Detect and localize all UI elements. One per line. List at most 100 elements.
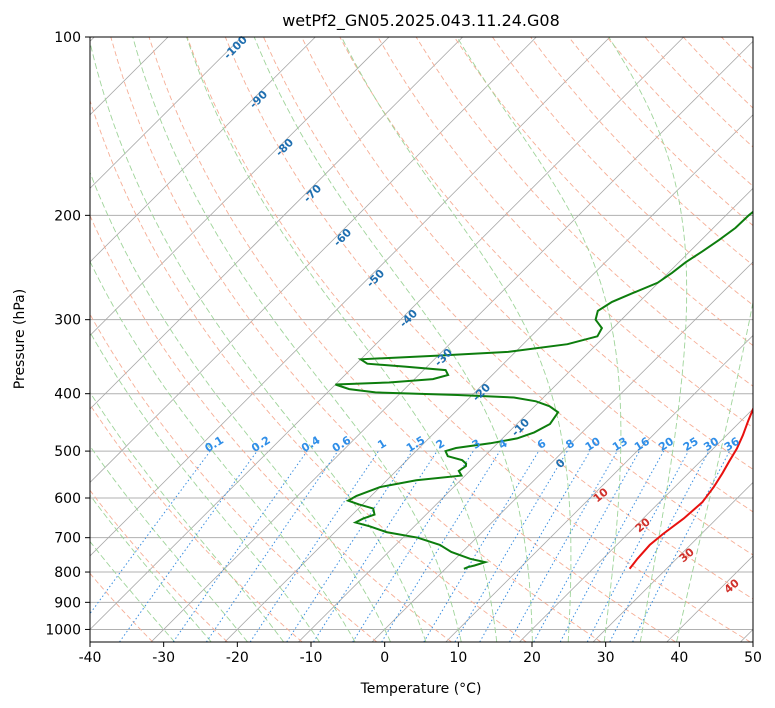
sounding-profiles <box>335 210 753 570</box>
y-tick-label: 400 <box>54 387 81 403</box>
line-labels: 0.1 0.2 0.4 0.6 1 1.5 2 3 4 6 8 10 13 16 20 25 30 36-100-… <box>203 33 743 596</box>
mixing-ratio-label: 4 <box>496 437 510 452</box>
axis-ticks: -40 -30 -20 -10 0 10 20 30 40 5010020030040050060… <box>45 30 762 666</box>
y-tick-label: 1000 <box>45 622 81 638</box>
isotherm-line <box>371 261 753 642</box>
moist-adiabat-line <box>253 37 533 642</box>
dry-adiabat-line <box>186 37 751 642</box>
dry-adiabat-line <box>0 37 3 642</box>
mixing-ratio-line <box>381 450 501 642</box>
y-tick-label: 900 <box>54 595 81 611</box>
x-tick-label: -10 <box>300 650 323 666</box>
dry-adiabat-line <box>90 214 452 642</box>
moist-adiabat-line <box>90 260 356 642</box>
moist-adiabat-line <box>90 391 285 642</box>
moist-adiabat-line <box>341 37 572 642</box>
y-tick-label: 500 <box>54 444 81 460</box>
mixing-ratio-line <box>509 450 618 642</box>
x-tick-label: 50 <box>744 650 762 666</box>
dry-adiabat-label: -80 <box>273 136 296 159</box>
x-tick-label: 20 <box>523 650 541 666</box>
isotherm-line <box>298 187 753 642</box>
mixing-ratio-line <box>313 450 438 642</box>
dry-adiabat-line <box>492 37 753 306</box>
dry-adiabat-line <box>530 37 753 266</box>
moist-adiabat-line <box>608 37 688 642</box>
y-tick-label: 800 <box>54 565 81 581</box>
isotherm-line <box>445 334 753 642</box>
dry-adiabat-label: -10 <box>509 416 532 439</box>
dry-adiabat-label: -70 <box>301 182 324 205</box>
moist-adiabat-line <box>90 40 427 642</box>
x-tick-label: -40 <box>79 650 102 666</box>
mixing-ratio-line <box>559 450 665 642</box>
mixing-ratio-line <box>609 450 710 642</box>
mixing-ratio-label: 0.2 <box>249 434 272 455</box>
dry-adiabat-line <box>148 37 676 642</box>
dry-adiabat-line <box>90 313 378 642</box>
dry-adiabat-line <box>339 37 753 470</box>
isotherm-line <box>90 37 242 189</box>
mixing-ratio-label: 1 <box>375 437 388 452</box>
y-tick-label: 600 <box>54 491 81 507</box>
isotherm-line <box>592 481 753 642</box>
dry-adiabat-line <box>90 572 154 642</box>
isotherm-line <box>224 114 753 642</box>
x-tick-label: -30 <box>152 650 175 666</box>
moist-adiabat-label: 40 <box>722 576 742 596</box>
y-tick-label: 100 <box>54 30 81 46</box>
moist-adiabat-line <box>90 540 176 642</box>
chart-title: wetPf2_GN05.2025.043.11.24.G08 <box>282 11 560 31</box>
isotherm-line <box>519 408 753 642</box>
dry-adiabat-label: -40 <box>397 307 420 330</box>
dry-adiabat-line <box>90 99 527 642</box>
dry-adiabat-line <box>415 37 753 387</box>
dry-adiabat-line <box>90 489 228 642</box>
dry-adiabat-label: -90 <box>247 88 270 111</box>
dry-adiabat-line <box>377 37 753 429</box>
mixing-ratio-line <box>533 450 640 642</box>
dry-adiabat-line <box>224 37 753 600</box>
mixing-ratio-line <box>90 450 211 615</box>
isotherm-line <box>90 37 390 336</box>
x-tick-label: 10 <box>449 650 467 666</box>
moist-adiabat-line <box>90 494 212 642</box>
dry-adiabat-label: -30 <box>432 346 455 369</box>
x-tick-label: -20 <box>226 650 249 666</box>
isotherm-line <box>90 37 537 483</box>
isotherm-line <box>90 37 463 410</box>
dry-adiabat-label: -60 <box>331 226 354 249</box>
moist-adiabat-line <box>456 37 622 642</box>
mixing-ratio-line <box>249 450 379 642</box>
isotherm-line <box>150 40 753 642</box>
moist-adiabat-line <box>132 37 462 642</box>
y-tick-label: 300 <box>54 313 81 329</box>
dry-adiabat-line <box>721 37 753 70</box>
dry-adiabat-label: -20 <box>470 381 493 404</box>
x-tick-label: 40 <box>670 650 688 666</box>
mixing-ratio-label: 6 <box>535 437 549 452</box>
mixing-ratio-line <box>286 450 413 642</box>
isotherm-line <box>90 37 611 557</box>
x-tick-label: 0 <box>380 650 389 666</box>
dry-adiabat-line <box>644 37 753 148</box>
y-axis-label: Pressure (hPa) <box>12 289 28 389</box>
mixing-ratio-line <box>119 450 258 642</box>
moist-adiabat-label: 30 <box>677 545 697 565</box>
mixing-ratio-line <box>172 450 308 642</box>
dry-adiabat-line <box>90 403 303 642</box>
mixing-ratio-line <box>632 450 731 642</box>
dewpoint-line <box>335 210 753 570</box>
mixing-ratio-label: 0.4 <box>299 433 323 455</box>
moist-adiabat-label: 10 <box>591 485 611 505</box>
plot-frame <box>89 36 754 643</box>
dry-adiabat-line <box>110 37 602 642</box>
x-tick-label: 30 <box>597 650 615 666</box>
mixing-ratio-line <box>352 450 474 642</box>
x-axis-label: Temperature (°C) <box>360 681 482 697</box>
y-tick-label: 700 <box>54 531 81 547</box>
mixing-ratio-label: 2 <box>434 437 447 452</box>
dry-adiabat-label: -50 <box>364 267 387 290</box>
mixing-ratio-label: 1.5 <box>404 434 427 455</box>
